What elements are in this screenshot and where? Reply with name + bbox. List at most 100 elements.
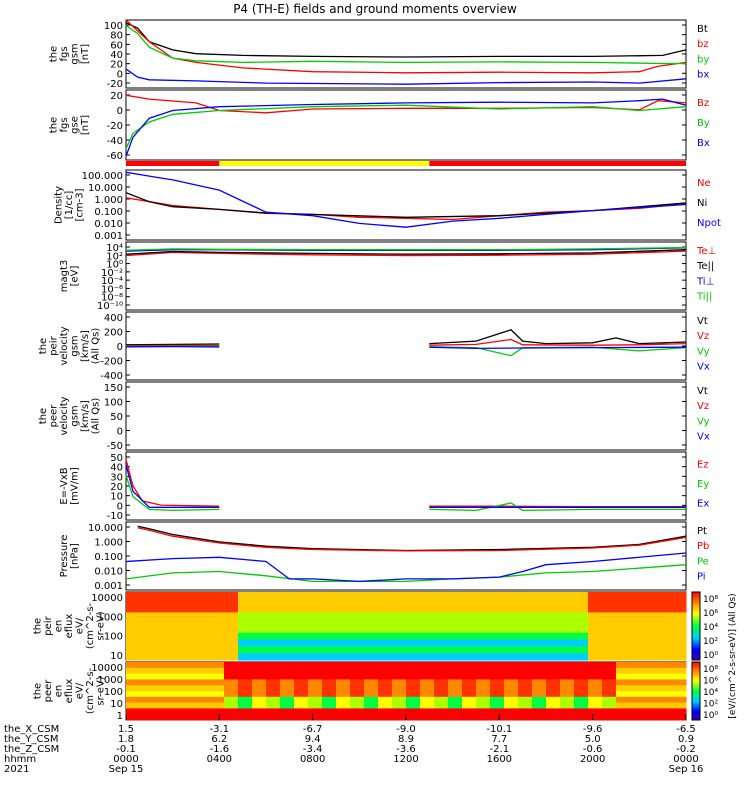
heatmap-cell <box>462 673 477 680</box>
heatmap-cell <box>560 662 575 669</box>
heatmap-cell <box>588 639 603 647</box>
heatmap-cell <box>308 605 323 613</box>
heatmap-cell <box>588 646 603 654</box>
heatmap-cell <box>224 598 239 607</box>
series-line <box>137 525 687 552</box>
x-row-value: -10.1 <box>486 724 512 735</box>
heatmap-cell <box>420 667 435 675</box>
heatmap-cell <box>126 632 141 641</box>
heatmap-cell <box>266 598 281 607</box>
heatmap-cell <box>294 662 309 669</box>
heatmap-cell <box>196 696 211 704</box>
colorbar <box>691 591 701 661</box>
heatmap-cell <box>224 626 239 634</box>
heatmap-cell <box>378 708 393 715</box>
heatmap-cell <box>504 646 519 654</box>
heatmap-cell <box>364 639 379 647</box>
ylabel-line: sr-eV) <box>96 676 107 705</box>
heatmap-cell <box>252 696 267 704</box>
heatmap-cell <box>644 626 659 634</box>
heatmap-cell <box>196 653 211 661</box>
heatmap-cell <box>350 598 365 607</box>
heatmap-cell <box>630 685 645 692</box>
x-row-value: -3.6 <box>396 744 416 755</box>
heatmap-cell <box>672 598 687 607</box>
y-tick-label: 10.000 <box>88 183 123 194</box>
heatmap-cell <box>392 685 407 692</box>
heatmap-cell <box>252 679 267 686</box>
heatmap-cell <box>210 679 225 686</box>
heatmap-cell <box>336 612 351 620</box>
ylabel-line: eflux <box>64 614 75 639</box>
heatmap-cell <box>462 639 477 647</box>
x-row-value: -6.5 <box>676 724 696 735</box>
y-tick-label: 100 <box>104 21 123 32</box>
series-line <box>429 346 687 350</box>
heatmap-cell <box>434 696 449 704</box>
heatmap-cell <box>154 708 169 715</box>
heatmap-cell <box>238 691 253 698</box>
heatmap-cell <box>476 626 491 634</box>
x-row-value: -3.4 <box>303 744 323 755</box>
heatmap-cell <box>616 679 631 686</box>
heatmap-cell <box>280 685 295 692</box>
heatmap-cell <box>350 619 365 627</box>
heatmap-cell <box>630 612 645 620</box>
heatmap-cell <box>518 612 533 620</box>
heatmap-cell <box>140 714 155 721</box>
heatmap-cell <box>490 696 505 704</box>
x-row-value: -2.1 <box>490 744 510 755</box>
heatmap-cell <box>392 696 407 704</box>
heatmap-cell <box>224 696 239 704</box>
heatmap-cell <box>406 673 421 680</box>
heatmap-cell <box>574 673 589 680</box>
heatmap-cell <box>546 696 561 704</box>
heatmap-cell <box>126 714 141 721</box>
heatmap-cell <box>560 605 575 613</box>
heatmap-cell <box>196 626 211 634</box>
heatmap-cell <box>560 691 575 698</box>
heatmap-cell <box>616 691 631 698</box>
heatmap-cell <box>294 673 309 680</box>
heatmap-cell <box>672 702 687 709</box>
legend-label: Bz <box>697 98 709 109</box>
y-tick-label: 0.010 <box>94 219 123 230</box>
heatmap-cell <box>518 598 533 607</box>
heatmap-cell <box>546 626 561 634</box>
heatmap-cell <box>518 632 533 641</box>
heatmap-cell <box>280 612 295 620</box>
heatmap-cell <box>658 673 673 680</box>
heatmap-cell <box>518 592 533 600</box>
heatmap-cell <box>434 702 449 709</box>
heatmap-cell <box>252 592 267 600</box>
heatmap-cell <box>266 685 281 692</box>
heatmap-cell <box>322 612 337 620</box>
heatmap-cell <box>532 702 547 709</box>
heatmap-cell <box>266 632 281 641</box>
heatmap-cell <box>560 592 575 600</box>
heatmap-cell <box>168 662 183 669</box>
heatmap-cell <box>560 619 575 627</box>
heatmap-cell <box>196 646 211 654</box>
heatmap-cell <box>644 612 659 620</box>
ylabel-line: [km/s] <box>80 330 91 362</box>
series-line <box>125 68 687 85</box>
ylabel-line: gsm <box>69 43 80 64</box>
y-tick-label: 100 <box>104 398 123 409</box>
x-row-value: 5.0 <box>585 734 601 745</box>
heatmap-cell <box>378 702 393 709</box>
y-tick-label: 1.000 <box>94 538 123 549</box>
heatmap-cell <box>378 662 393 669</box>
heatmap-cell <box>448 673 463 680</box>
heatmap-cell <box>252 653 267 661</box>
heatmap-cell <box>476 592 491 600</box>
heatmap-cell <box>350 592 365 600</box>
heatmap-cell <box>238 702 253 709</box>
heatmap-cell <box>602 708 617 715</box>
heatmap-cell <box>504 667 519 675</box>
heatmap-cell <box>518 696 533 704</box>
heatmap-cell <box>266 691 281 698</box>
heatmap-cell <box>224 592 239 600</box>
heatmap-cell <box>476 691 491 698</box>
heatmap-cell <box>504 632 519 641</box>
